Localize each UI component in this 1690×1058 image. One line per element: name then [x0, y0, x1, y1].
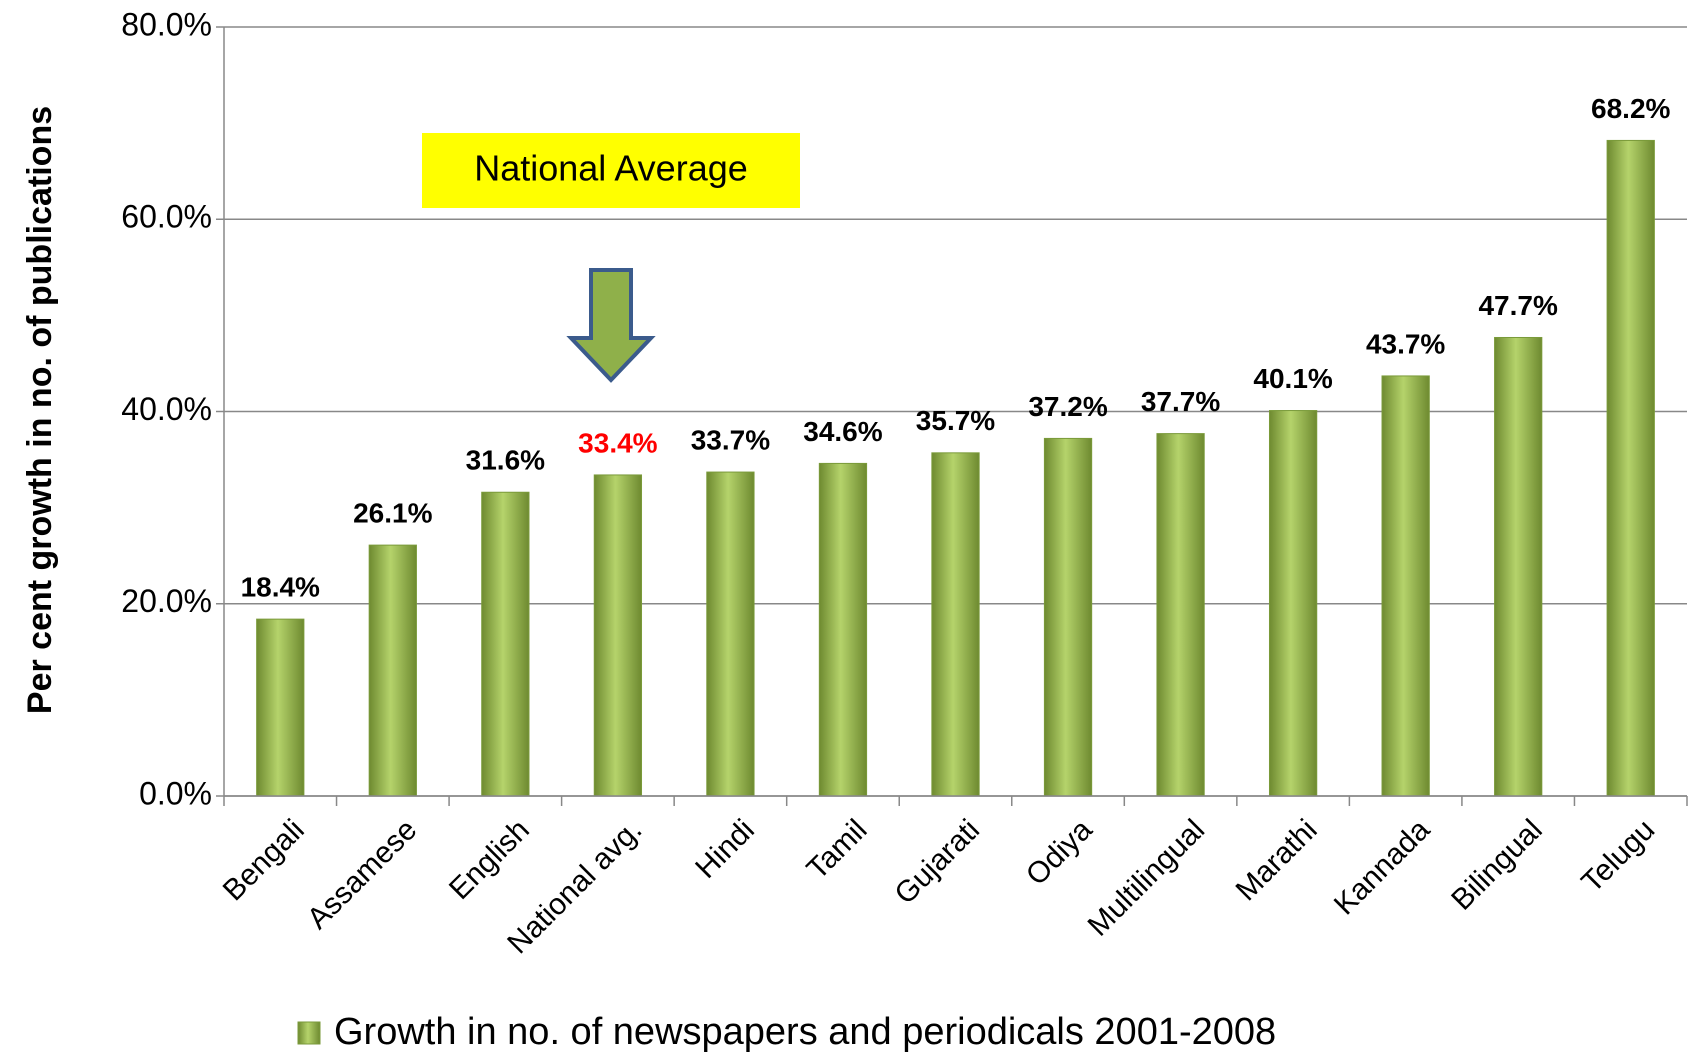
- bar: [481, 491, 530, 797]
- x-tick-label: Kannada: [1328, 813, 1436, 921]
- bar: [593, 474, 643, 797]
- bar: [1381, 375, 1430, 797]
- x-tick-label: Bilingual: [1445, 813, 1549, 917]
- value-label: 26.1%: [353, 498, 432, 529]
- value-label: 40.1%: [1253, 363, 1332, 394]
- x-tick-label: Tamil: [801, 813, 874, 886]
- annotation-box: [422, 133, 800, 208]
- bar: [1606, 139, 1655, 797]
- arrow: [566, 268, 656, 383]
- x-tick-label: Telugu: [1575, 813, 1661, 899]
- bar: [1156, 433, 1205, 797]
- value-label: 33.7%: [691, 424, 770, 455]
- annotation: National Average: [474, 148, 748, 189]
- y-tick-label: 60.0%: [121, 199, 212, 235]
- value-label: 37.7%: [1141, 386, 1220, 417]
- x-tick-label: Gujarati: [888, 813, 986, 911]
- value-label: 33.4%: [578, 427, 657, 458]
- y-tick-label: 20.0%: [121, 583, 212, 619]
- x-tick-label: Hindi: [689, 813, 761, 885]
- bar: [1268, 410, 1318, 797]
- value-label: 34.6%: [803, 416, 882, 447]
- bar: [818, 462, 868, 797]
- value-label: 37.2%: [1028, 391, 1107, 422]
- bar: [256, 618, 305, 797]
- legend-label: Growth in no. of newspapers and periodic…: [334, 1011, 1276, 1053]
- y-axis-label: Per cent growth in no. of publications: [21, 106, 59, 714]
- value-label: 47.7%: [1478, 290, 1557, 321]
- bar: [1043, 437, 1093, 797]
- y-tick-label: 40.0%: [121, 391, 212, 427]
- x-tick-label: Odiya: [1020, 813, 1099, 892]
- value-label: 68.2%: [1591, 93, 1670, 124]
- legend-swatch: [297, 1021, 321, 1045]
- x-tick-label: Marathi: [1230, 813, 1324, 907]
- value-label: 31.6%: [466, 445, 545, 476]
- value-label: 35.7%: [916, 405, 995, 436]
- x-tick-label: Multilingual: [1082, 813, 1211, 942]
- x-tick-label: Assamese: [301, 813, 423, 935]
- x-tick-label: Bengali: [217, 813, 311, 907]
- bar: [1494, 336, 1543, 797]
- bar: [931, 452, 980, 797]
- value-label: 18.4%: [241, 572, 320, 603]
- bar: [706, 471, 755, 797]
- bar: [368, 544, 417, 797]
- y-tick-label: 0.0%: [139, 775, 212, 811]
- value-label: 43.7%: [1366, 328, 1445, 359]
- x-tick-label: English: [443, 813, 536, 906]
- y-tick-label: 80.0%: [121, 6, 212, 42]
